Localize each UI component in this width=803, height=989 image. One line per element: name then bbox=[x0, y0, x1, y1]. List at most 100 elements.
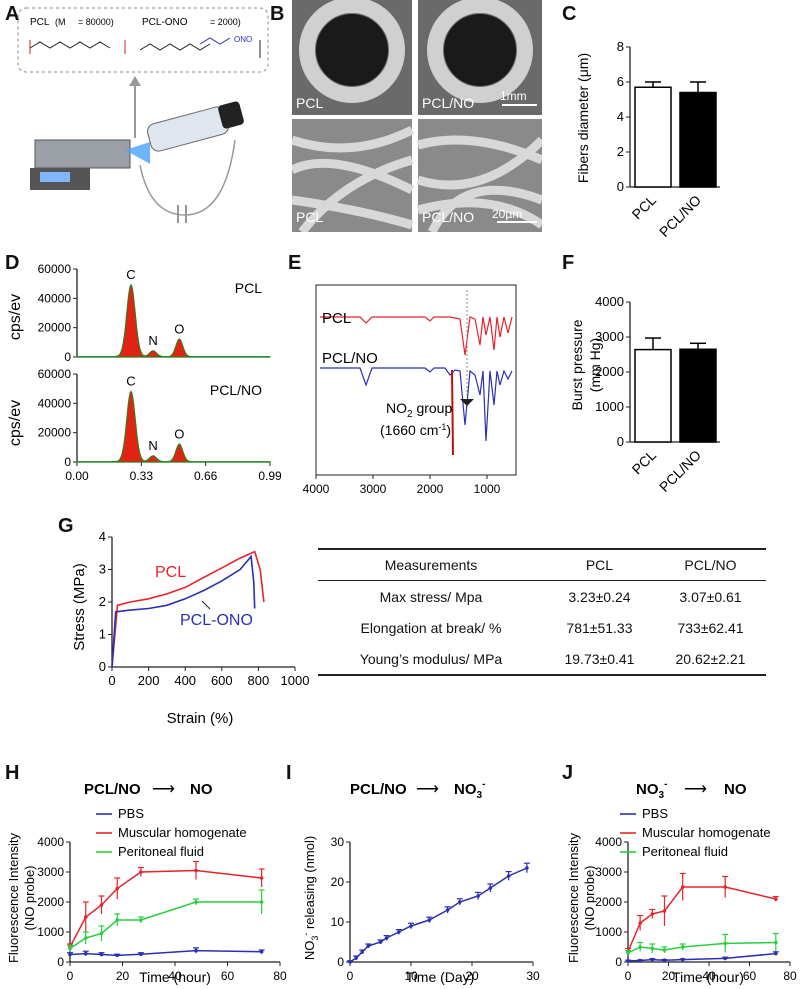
data-point bbox=[115, 886, 120, 891]
sem-ring-pcl-icon bbox=[299, 0, 405, 103]
h-arrow-icon: ⟶ bbox=[152, 781, 175, 798]
table-header: PCL/NO bbox=[654, 548, 766, 581]
y-tick-label: 3 bbox=[99, 562, 106, 577]
data-point bbox=[680, 957, 685, 962]
syringe-pump-body-icon bbox=[34, 139, 131, 169]
g-ylabel: Stress (MPa) bbox=[71, 563, 88, 651]
legend-label: Muscular homogenate bbox=[642, 825, 771, 840]
data-point bbox=[638, 958, 642, 963]
data-point bbox=[774, 897, 778, 901]
data-point bbox=[83, 915, 88, 919]
data-point bbox=[680, 885, 685, 889]
chart-f: Burst pressure (mm Hg) 0 1000 2000 3000 4000… bbox=[570, 294, 720, 495]
e-annotation-sub: 2 bbox=[407, 409, 413, 420]
e-annotation-no: NO bbox=[386, 400, 407, 416]
bar bbox=[634, 86, 672, 188]
data-point bbox=[115, 953, 120, 958]
peak-label: C bbox=[126, 267, 135, 282]
pcl-mn: (M bbox=[55, 17, 66, 27]
h-ylabel-line1: Fluorescence Intensity bbox=[6, 832, 21, 963]
e-arrow-icon bbox=[460, 399, 474, 406]
peak-label: O bbox=[174, 426, 184, 441]
eds-spectrum-area bbox=[76, 390, 271, 463]
panel-label-a: A bbox=[5, 3, 20, 25]
peak-label: N bbox=[148, 333, 157, 348]
data-point bbox=[83, 936, 88, 940]
data-point bbox=[259, 900, 264, 904]
g-label-pointer bbox=[201, 600, 211, 610]
table-row: Elongation at break/ % 781±51.33 733±62.41 bbox=[318, 612, 766, 643]
x-tick-label: 3000 bbox=[360, 482, 387, 496]
pcl-mn-value: = 80000) bbox=[78, 17, 114, 27]
data-point bbox=[378, 940, 383, 944]
g-xlabel: Strain (%) bbox=[167, 710, 234, 727]
panel-label-h: H bbox=[5, 762, 20, 784]
peak-label: O bbox=[174, 321, 184, 336]
e-peak-1660 bbox=[451, 369, 454, 456]
panel-label-e: E bbox=[288, 252, 302, 274]
d-ylabel-top: cps/ev bbox=[7, 294, 24, 340]
chart-i: PCL/NO ⟶ NO3- NO3- releasing (nmol) Time… bbox=[301, 779, 540, 985]
i-title-left: PCL/NO bbox=[350, 781, 407, 798]
data-point bbox=[99, 952, 104, 957]
data-point bbox=[662, 958, 667, 962]
sem-bl-label: PCL bbox=[296, 209, 323, 225]
data-point bbox=[723, 941, 727, 946]
data-point bbox=[115, 918, 120, 922]
ono-group-label: ONO bbox=[234, 35, 252, 44]
legend-label: Peritoneal fluid bbox=[118, 844, 204, 859]
data-point bbox=[139, 952, 143, 956]
y-tick-label: 1000 bbox=[595, 399, 624, 414]
y-tick-label: 0 bbox=[64, 350, 71, 364]
data-point bbox=[139, 918, 143, 922]
table-row: Young’s modulus/ MPa 19.73±0.41 20.62±2.21 bbox=[318, 643, 766, 676]
ono-group-chain-icon bbox=[199, 37, 231, 45]
pcl-bracket-icon bbox=[29, 40, 126, 54]
y-tick-label: 1000 bbox=[595, 925, 622, 939]
panel-label-j: J bbox=[562, 762, 574, 784]
j-title-no: NO bbox=[636, 781, 659, 798]
table-cell: 3.07±0.61 bbox=[679, 588, 742, 605]
data-point bbox=[427, 918, 432, 922]
panel-label-f: F bbox=[562, 252, 575, 274]
data-point bbox=[354, 956, 358, 960]
data-point bbox=[774, 951, 778, 956]
j-xlabel: Time (hour) bbox=[672, 969, 744, 985]
data-point bbox=[99, 931, 104, 936]
bar bbox=[679, 91, 717, 188]
data-point bbox=[397, 930, 401, 934]
peak-label: C bbox=[126, 374, 135, 389]
legend-label: Muscular homogenate bbox=[118, 825, 247, 840]
data-point bbox=[662, 948, 667, 952]
fibers-pclno-icon bbox=[416, 135, 542, 232]
chart-j: NO3- ⟶ NO Fluorescence Intensity (NO pro… bbox=[566, 779, 797, 985]
x-tick-label: 2000 bbox=[417, 482, 444, 496]
data-point bbox=[409, 924, 413, 928]
y-tick-label: 2 bbox=[99, 594, 106, 609]
x-tick-label: 0 bbox=[625, 969, 632, 983]
table-cell: 733±62.41 bbox=[677, 619, 744, 636]
i-ylabel-sub: 3 bbox=[310, 936, 320, 941]
e-annotation2: (1660 cm bbox=[380, 422, 438, 438]
x-tick-label: 20 bbox=[465, 969, 479, 983]
e-frame bbox=[315, 284, 517, 476]
data-point bbox=[360, 950, 364, 954]
y-tick-label: 3000 bbox=[37, 865, 64, 879]
series-line bbox=[627, 886, 776, 952]
i-title-no: NO bbox=[454, 781, 477, 798]
y-tick-label: 3000 bbox=[595, 865, 622, 879]
data-point bbox=[662, 909, 667, 913]
g-label-pcl-ono: PCL-ONO bbox=[180, 612, 253, 629]
d-title-top: PCL bbox=[235, 280, 262, 296]
legend-label: PBS bbox=[118, 806, 144, 821]
y-tick-label: 20000 bbox=[38, 321, 72, 335]
table-cell: Elongation at break/ % bbox=[360, 619, 502, 636]
h-title-left: PCL/NO bbox=[84, 781, 141, 798]
e-annotation-line2: (1660 cm-1) bbox=[380, 422, 451, 438]
y-tick-label: 20 bbox=[331, 875, 345, 889]
y-tick-label: 40000 bbox=[38, 396, 72, 410]
series-line bbox=[349, 867, 528, 963]
data-point bbox=[626, 959, 630, 963]
y-tick-label: 0 bbox=[615, 955, 622, 969]
x-tick-label: 1000 bbox=[281, 673, 310, 688]
